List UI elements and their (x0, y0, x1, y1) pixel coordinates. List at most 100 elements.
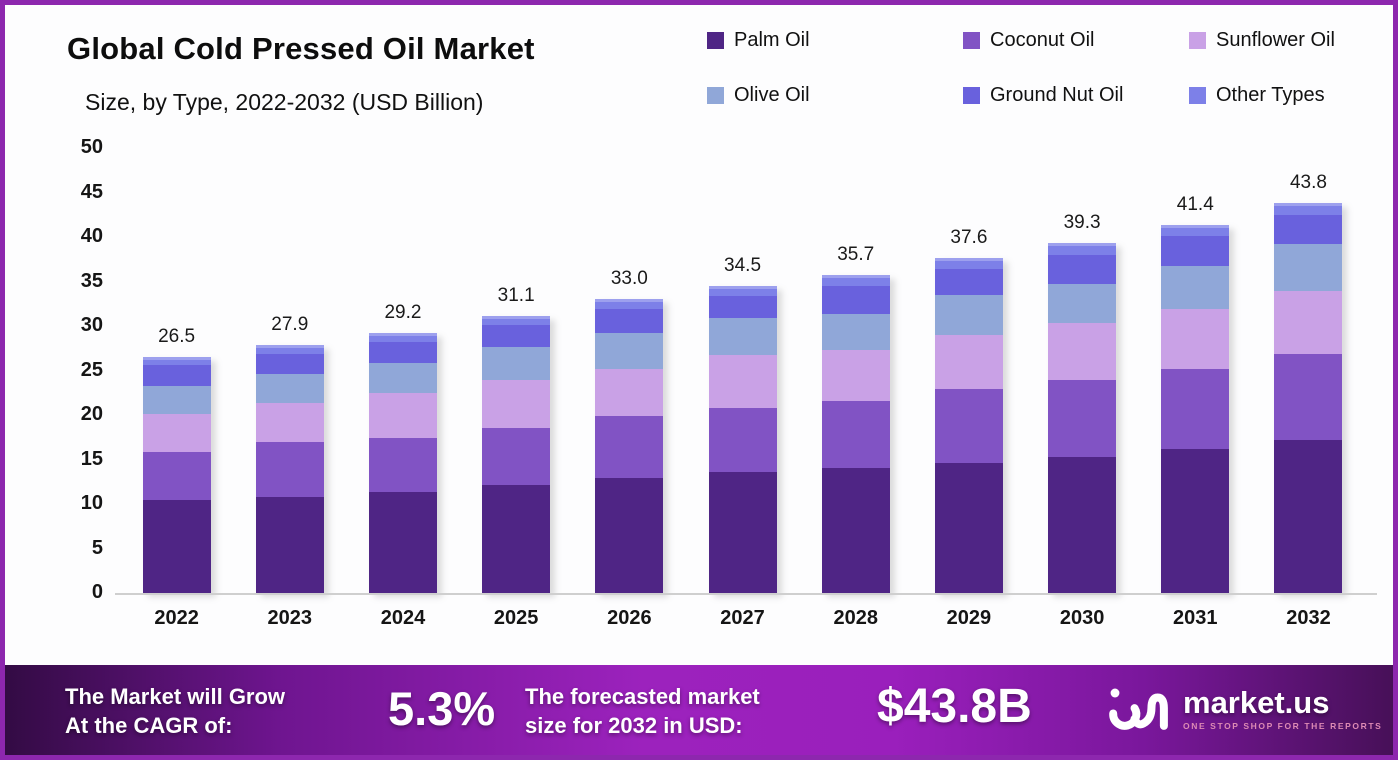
y-tick-label: 0 (91, 581, 103, 603)
bar-total-label: 34.5 (724, 254, 762, 276)
bars-row: 26.5 27.9 29.2 31.1 33.0 34.5 35.7 37.6 39.3 41.4… (120, 148, 1365, 593)
bar-segment-coconut-oil (368, 438, 437, 493)
bar-segment-other-types (1274, 203, 1343, 215)
bar-segment-ground-nut-oil (255, 353, 324, 375)
bar-segment-other-types (821, 275, 890, 286)
y-tick-label: 40 (80, 225, 103, 247)
bar-segment-palm-oil (1274, 439, 1343, 593)
bar-segment-sunflower-oil (934, 334, 1003, 390)
legend-swatch-icon (707, 32, 724, 49)
legend-item: Sunflower Oil (1189, 29, 1393, 52)
bar-segment-ground-nut-oil (1048, 254, 1117, 285)
bar-segment-olive-oil (1274, 244, 1343, 292)
bar-segment-olive-oil (255, 374, 324, 403)
y-tick-label: 25 (80, 358, 103, 381)
bar-segment-palm-oil (482, 485, 551, 593)
bar-segment-sunflower-oil (142, 414, 211, 452)
bar-segment-olive-oil (482, 347, 551, 381)
bar-stack (708, 285, 777, 593)
legend-swatch-icon (963, 87, 980, 104)
bar-stack (1274, 203, 1343, 593)
bar-segment-other-types (1161, 224, 1230, 237)
x-tick-label: 2028 (833, 607, 878, 629)
x-tick-label: 2023 (267, 607, 313, 629)
page-title: Global Cold Pressed Oil Market (67, 31, 535, 66)
market-us-logo-icon (1109, 688, 1168, 730)
bar-segment-ground-nut-oil (1274, 214, 1343, 245)
x-axis-labels: 2022 2023 2024 2025 2026 2027 2028 2029 2030 2031… (120, 607, 1365, 630)
legend-label: Ground Nut Oil (990, 84, 1124, 106)
legend-item: Coconut Oil (963, 29, 1189, 52)
bar-group-2032: 43.8 (1252, 148, 1365, 593)
bar-segment-coconut-oil (1048, 380, 1117, 457)
brand-tagline: ONE STOP SHOP FOR THE REPORTS (1183, 721, 1383, 732)
legend-item: Palm Oil (707, 29, 963, 52)
bar-segment-olive-oil (708, 318, 777, 356)
y-tick-label: 15 (80, 447, 103, 470)
bar-group-2026: 33.0 (573, 148, 686, 593)
bar-group-2024: 29.2 (346, 148, 459, 593)
bar-segment-other-types (708, 285, 777, 296)
bar-segment-coconut-oil (482, 428, 551, 486)
bar-stack (255, 344, 324, 593)
x-axis-line (115, 593, 1377, 595)
bar-segment-ground-nut-oil (934, 269, 1003, 295)
brand-name: market.us (1183, 684, 1330, 720)
bar-segment-ground-nut-oil (368, 342, 437, 363)
legend-swatch-icon (1189, 32, 1206, 49)
bar-segment-ground-nut-oil (142, 365, 211, 386)
bar-segment-ground-nut-oil (482, 325, 551, 348)
legend-label: Olive Oil (734, 84, 810, 106)
bar-segment-palm-oil (934, 463, 1003, 593)
bar-segment-olive-oil (934, 294, 1003, 335)
bar-stack (142, 357, 211, 593)
legend-item: Olive Oil (707, 84, 963, 107)
bar-segment-olive-oil (1048, 284, 1117, 324)
bar-total-label: 26.5 (158, 326, 196, 348)
legend-swatch-icon (707, 87, 724, 104)
bar-total-label: 31.1 (497, 285, 535, 307)
cagr-value: 5.3% (388, 682, 496, 735)
bar-segment-ground-nut-oil (1161, 236, 1230, 267)
bar-stack (1161, 224, 1230, 593)
x-tick-label: 2031 (1173, 607, 1218, 629)
bar-segment-palm-oil (1161, 448, 1230, 593)
bar-segment-palm-oil (708, 471, 777, 593)
x-tick-label: 2026 (607, 607, 652, 629)
legend-item: Other Types (1189, 84, 1393, 107)
bar-segment-other-types (368, 333, 437, 343)
bar-segment-coconut-oil (1274, 354, 1343, 440)
legend-swatch-icon (963, 32, 980, 49)
x-tick-label: 2030 (1059, 607, 1105, 629)
bar-segment-ground-nut-oil (595, 309, 664, 334)
x-tick-label: 2027 (720, 607, 765, 629)
legend-swatch-icon (1189, 87, 1206, 104)
bar-group-2030: 39.3 (1026, 148, 1139, 593)
bar-segment-other-types (595, 299, 664, 310)
bar-group-2023: 27.9 (233, 148, 346, 593)
bar-total-label: 27.9 (271, 313, 309, 335)
bar-segment-other-types (482, 316, 551, 326)
bar-segment-olive-oil (1161, 266, 1230, 310)
bar-segment-other-types (1048, 243, 1117, 255)
y-tick-label: 20 (80, 403, 103, 425)
cagr-caption: The Market will Grow At the CAGR of: (65, 684, 286, 738)
bar-segment-sunflower-oil (255, 402, 324, 442)
bar-total-label: 39.3 (1063, 212, 1101, 234)
bar-segment-sunflower-oil (1048, 323, 1117, 381)
bar-total-label: 43.8 (1289, 172, 1327, 194)
bar-stack (934, 258, 1003, 593)
bar-segment-other-types (255, 344, 324, 354)
bar-segment-coconut-oil (595, 415, 664, 479)
brand-text: market.us ONE STOP SHOP FOR THE REPORTS (1183, 684, 1383, 732)
bar-segment-sunflower-oil (1161, 309, 1230, 369)
bar-group-2029: 37.6 (912, 148, 1025, 593)
bar-segment-other-types (142, 357, 211, 366)
forecast-caption: The forecasted market size for 2032 in U… (525, 684, 760, 738)
bar-segment-coconut-oil (1161, 368, 1230, 449)
brand-lockup: market.us ONE STOP SHOP FOR THE REPORTS (1107, 683, 1382, 735)
bar-total-label: 35.7 (837, 244, 875, 266)
y-tick-label: 35 (80, 269, 103, 292)
legend-label: Other Types (1216, 84, 1325, 106)
